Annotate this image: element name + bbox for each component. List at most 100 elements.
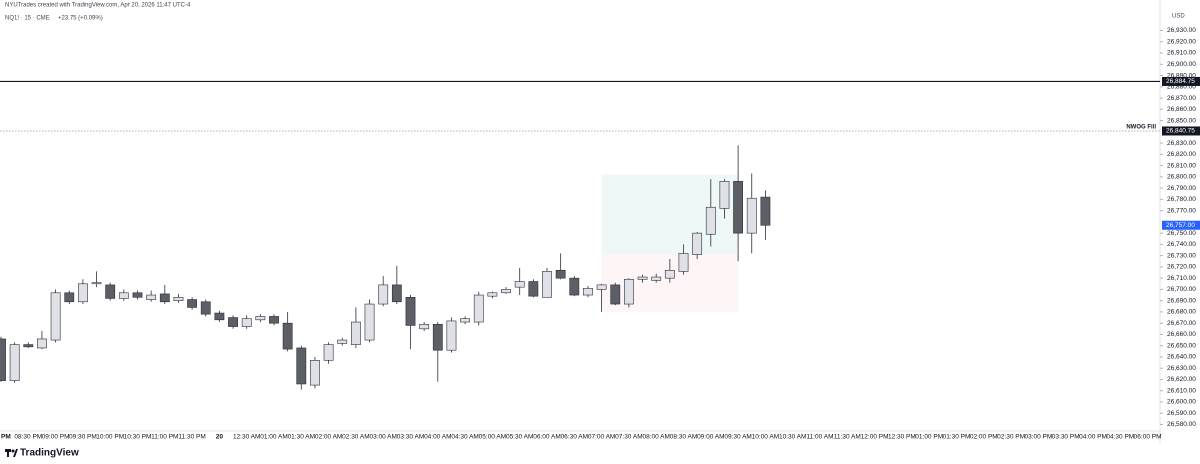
x-tick-label: 10:30 PM — [124, 434, 152, 441]
x-tick-label: 09:30 PM — [69, 434, 97, 441]
candle-body — [651, 276, 662, 281]
x-tick-label: 04:00 AM — [424, 434, 451, 441]
x-tick-label: 06:30 AM — [561, 434, 588, 441]
x-tick-label: 10:00 AM — [752, 434, 779, 441]
position-target-zone — [601, 174, 739, 255]
y-tick-label: 26,880.00 — [1167, 84, 1196, 91]
brand: TradingView — [20, 448, 79, 459]
candle-body — [91, 282, 102, 285]
candle-body — [118, 292, 129, 299]
x-tick-label: 01:00 PM — [915, 434, 943, 441]
y-tick-label: 26,750.00 — [1167, 230, 1196, 237]
y-tick-label: 26,920.00 — [1167, 38, 1196, 45]
x-tick-label: 10:00 PM — [96, 434, 124, 441]
candle-body — [391, 284, 402, 303]
candle-body — [514, 281, 525, 288]
candle-body — [228, 317, 238, 327]
y-tick-label: 26,660.00 — [1167, 331, 1196, 338]
y-tick-label: 26,640.00 — [1167, 354, 1196, 361]
y-tick-label: 26,580.00 — [1167, 421, 1196, 428]
x-tick-label: 03:30 PM — [1052, 434, 1080, 441]
candle-body — [419, 324, 430, 330]
last-price-label: 26,757.00 — [1166, 222, 1195, 229]
candle-body — [432, 324, 443, 351]
candle-body — [583, 287, 593, 296]
candle-body — [0, 338, 6, 381]
x-tick-label: 08:00 AM — [642, 434, 669, 441]
candle-body — [310, 360, 320, 386]
candle-body — [692, 232, 703, 255]
candle-body — [132, 292, 143, 298]
x-tick-label: 12:00 PM — [861, 434, 889, 441]
candle-body — [159, 293, 170, 303]
x-tick-label: 09:30 AM — [724, 434, 751, 441]
candle-body — [50, 292, 61, 341]
candle-body — [296, 347, 307, 385]
x-tick-label: 05:30 AM — [506, 434, 533, 441]
x-tick-label: 02:00 PM — [970, 434, 998, 441]
candle-body — [214, 312, 225, 321]
level-name: NWOG Fill — [1126, 125, 1156, 131]
currency: USD — [1172, 14, 1185, 20]
y-tick-label: 26,700.00 — [1167, 286, 1196, 293]
x-tick-label: 06:00 AM — [533, 434, 560, 441]
x-tick-label: 12:30 AM — [233, 434, 260, 441]
y-tick-label: 26,770.00 — [1167, 207, 1196, 214]
candle-body — [542, 271, 552, 298]
y-tick-label: 26,590.00 — [1167, 410, 1196, 417]
y-tick-label: 26,650.00 — [1167, 342, 1196, 349]
level-label-box — [1162, 126, 1200, 136]
y-tick-label: 26,670.00 — [1167, 320, 1196, 327]
level-label-box — [1162, 76, 1200, 86]
candle-body — [173, 296, 184, 301]
y-tick-label: 26,860.00 — [1167, 106, 1196, 113]
candle-body — [610, 284, 621, 305]
y-tick-label: 26,830.00 — [1167, 140, 1196, 147]
y-tick-label: 26,610.00 — [1167, 387, 1196, 394]
y-tick-label: 26,630.00 — [1167, 365, 1196, 372]
y-tick-label: 26,690.00 — [1167, 297, 1196, 304]
y-tick-label: 26,780.00 — [1167, 196, 1196, 203]
y-tick-label: 26,870.00 — [1167, 95, 1196, 102]
x-tick-label: 02:30 PM — [997, 434, 1025, 441]
candle-body — [337, 339, 348, 344]
candle-body — [350, 321, 361, 345]
candle-body — [200, 301, 211, 315]
y-tick-label: 26,710.00 — [1167, 275, 1196, 282]
candle-body — [528, 281, 539, 297]
x-tick-label: 10:30 AM — [779, 434, 806, 441]
candle-body — [241, 318, 252, 327]
y-tick-label: 26,620.00 — [1167, 376, 1196, 383]
y-tick-label: 26,910.00 — [1167, 50, 1196, 57]
candle-body — [569, 277, 580, 296]
candle-body — [446, 320, 457, 351]
x-tick-label: 04:00 PM — [1079, 434, 1107, 441]
y-tick-label: 26,850.00 — [1167, 117, 1196, 124]
x-tick-label: 20 — [216, 434, 224, 441]
candle-body — [623, 278, 634, 305]
candle-body — [64, 292, 75, 303]
candle-body — [460, 318, 470, 323]
candle-body — [282, 322, 293, 350]
y-tick-label: 26,800.00 — [1167, 174, 1196, 181]
candle-body — [760, 196, 771, 226]
y-tick-label: 26,820.00 — [1167, 151, 1196, 158]
candle-body — [146, 294, 157, 300]
candle-body — [719, 181, 730, 209]
candle-body — [23, 344, 34, 348]
candle-body — [596, 284, 607, 290]
candle-body — [378, 284, 389, 305]
candle-body — [364, 303, 375, 341]
x-tick-label: 05:00 AM — [479, 434, 506, 441]
x-tick-label: 11:00 PM — [151, 434, 178, 441]
x-tick-label: 09:00 AM — [697, 434, 724, 441]
y-tick-label: 26,680.00 — [1167, 309, 1196, 316]
x-tick-label: 11:00 AM — [807, 434, 834, 441]
x-tick-label: 09:00 PM — [42, 434, 70, 441]
y-tick-label: 26,900.00 — [1167, 61, 1196, 68]
candle-body — [637, 276, 648, 280]
level-label: 26,884.75 — [1166, 78, 1195, 85]
x-tick-label: 03:30 AM — [397, 434, 424, 441]
candle-body — [501, 289, 511, 294]
x-tick-label: 01:30 AM — [288, 434, 315, 441]
